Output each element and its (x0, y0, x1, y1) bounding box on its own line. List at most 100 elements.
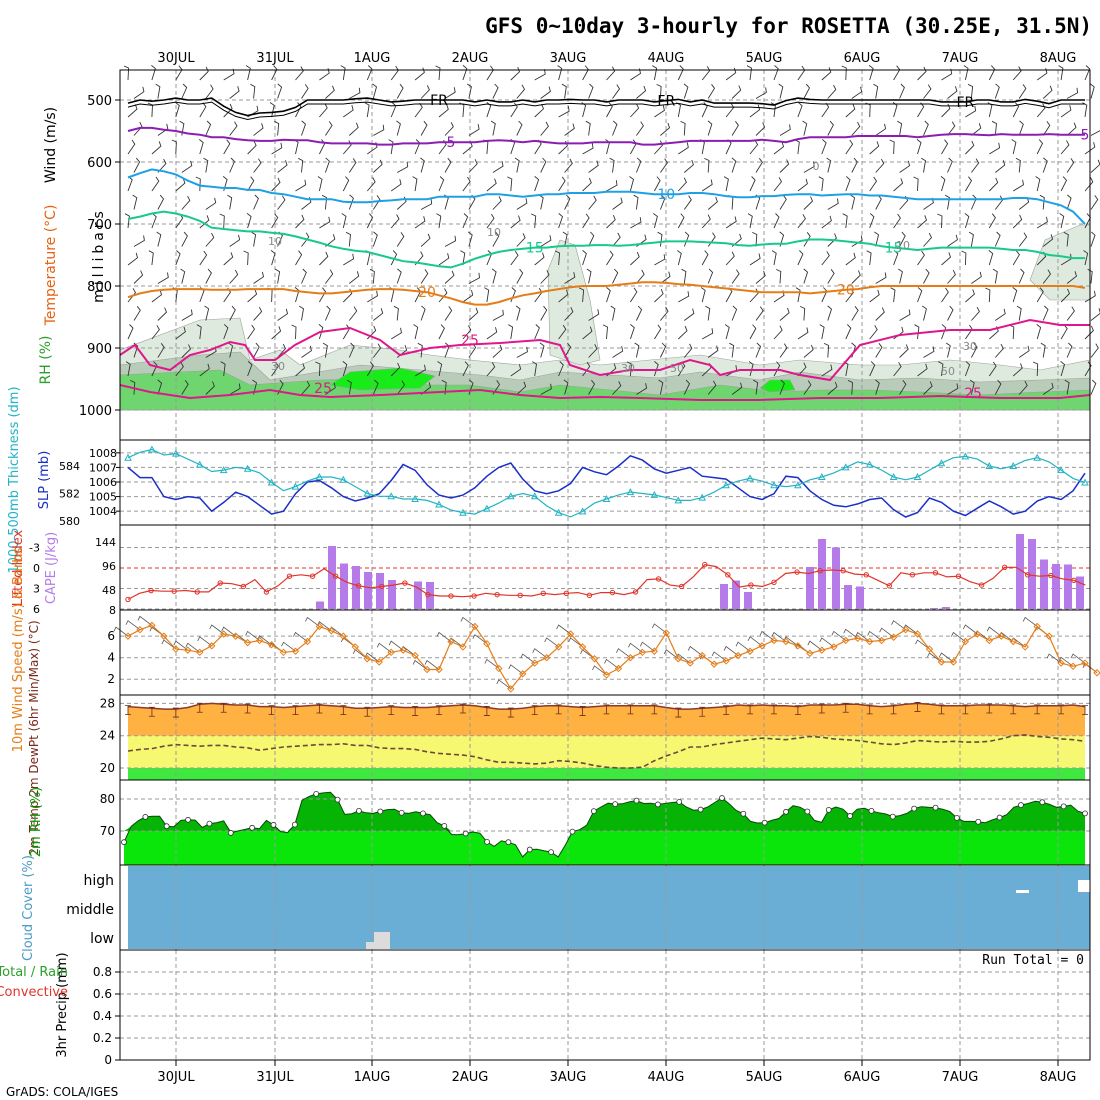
wind-speed-marker (291, 647, 300, 655)
temp-minmax-bar (986, 703, 993, 714)
wind-barb (803, 344, 814, 358)
wind-barb (1018, 345, 1030, 358)
wind-barb (414, 102, 423, 118)
thickness-marker (746, 474, 754, 482)
wind-barb (1042, 85, 1053, 99)
wind-speed-marker (160, 632, 168, 640)
wind-barb (1060, 176, 1068, 192)
cape-tick-label: 96 (102, 560, 116, 573)
wind-barb (390, 250, 398, 266)
wind-barb (992, 268, 998, 284)
surface-wind-barb (221, 626, 236, 637)
wind-barb (250, 83, 256, 99)
wind-barb (534, 252, 545, 266)
wind-barb (779, 379, 785, 395)
temp-minmax-bar (747, 704, 754, 715)
wind-speed-marker (842, 636, 850, 645)
wind-barb (531, 213, 537, 229)
wind-barb (582, 213, 590, 229)
wind-barb (779, 343, 788, 358)
rh-marker (953, 814, 960, 821)
wind-barb (851, 235, 863, 247)
upper-air-temp-label: Temperature (°C) (43, 205, 59, 327)
wind-barb (342, 176, 350, 192)
surface-wind-barb (651, 623, 667, 634)
wind-speed-marker (471, 622, 479, 631)
lifted-index-marker (379, 583, 385, 590)
wind-barb (869, 325, 878, 340)
wind-barb (295, 102, 302, 118)
surface-wind-barb (161, 639, 177, 650)
rh-marker (676, 798, 683, 805)
surface-wind-barb (424, 659, 440, 670)
wind-barb (971, 123, 982, 136)
thickness-marker (937, 459, 946, 467)
lifted-index-marker (563, 590, 570, 596)
temp-minmax-bar (196, 702, 203, 713)
wind-barb (701, 328, 714, 340)
wind-barb (941, 287, 949, 303)
wind-barb (348, 158, 357, 173)
precip-tick-label: 0.8 (93, 965, 112, 979)
lifted-index-marker (1025, 572, 1031, 578)
wind-barb (1090, 231, 1096, 247)
surface-wind-barb (209, 624, 224, 635)
wind-barb (899, 380, 907, 395)
wind-barb (795, 287, 801, 303)
wind-barb (797, 250, 804, 266)
wind-barb (994, 343, 1004, 358)
thickness-marker (865, 460, 874, 468)
wind-barb (779, 195, 787, 210)
date-label-top: 4AUG (648, 51, 685, 66)
wind-speed-marker (423, 665, 431, 674)
wind-barb (821, 139, 827, 155)
wind-speed-marker (566, 630, 575, 638)
wind-barb (988, 250, 994, 266)
wind-barb (420, 269, 429, 284)
temp-minmax-bar (914, 702, 921, 712)
wind-barb (157, 307, 168, 321)
precip-total-label: Total / Rain (0, 965, 68, 980)
wind-barb (899, 309, 911, 321)
rh-marker (1060, 803, 1067, 810)
thickness-marker (817, 472, 826, 480)
wind-barb (319, 287, 327, 303)
wind-barb (971, 158, 980, 173)
wind-barb (725, 251, 735, 266)
wind-barb (1011, 139, 1017, 155)
wind-barb (564, 307, 574, 321)
wind-barb (731, 382, 743, 395)
wind-barb (700, 287, 706, 303)
wind-barb (917, 287, 923, 303)
temp-minmax-bar (388, 705, 395, 716)
wind-barb (325, 85, 335, 99)
pressure-tick-label: 800 (87, 280, 112, 295)
wind-barb (1090, 83, 1095, 99)
wind-barb (325, 269, 334, 284)
wind-barb (755, 306, 764, 321)
lifted-index-marker (194, 589, 200, 595)
temp-minmax-bar (627, 704, 634, 715)
wind-barb (779, 307, 790, 321)
wind-barb (961, 250, 967, 266)
temp-tick-label: 24 (100, 729, 115, 743)
isotherm-15 (127, 210, 1085, 269)
pressure-tick-label: 1000 (79, 404, 112, 419)
wind-barb (438, 288, 448, 303)
thickness-marker (722, 481, 730, 489)
wind-barb (486, 327, 498, 340)
wind-barb (223, 139, 231, 155)
wind-barb (275, 268, 281, 284)
wind-barb (749, 324, 757, 340)
wind-barb (346, 379, 352, 395)
wind-barb (819, 324, 825, 340)
wind-speed-marker (746, 647, 754, 655)
wind-barb (923, 232, 933, 247)
wind-barb (1036, 139, 1044, 155)
wind-barb (271, 177, 281, 192)
lifted-index-marker (1048, 572, 1054, 579)
wind-barb (229, 121, 238, 136)
wind-barb (245, 65, 251, 81)
wind-barb (462, 325, 472, 340)
wind-barb (749, 176, 756, 192)
